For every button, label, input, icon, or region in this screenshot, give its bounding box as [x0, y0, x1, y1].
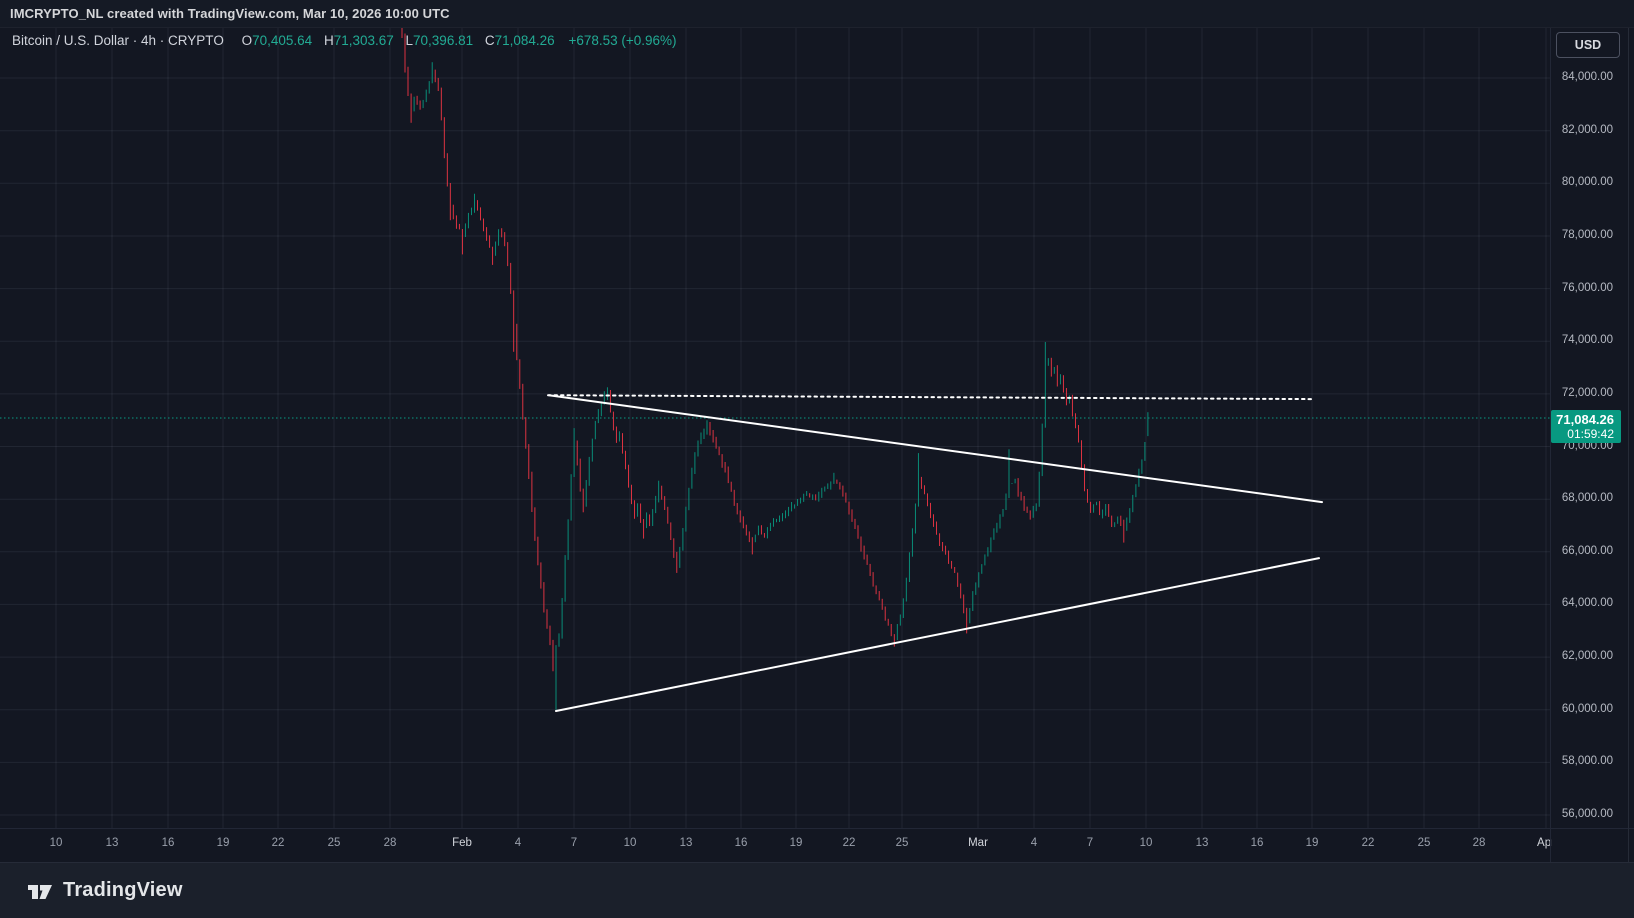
currency-toggle-button[interactable]: USD — [1556, 32, 1620, 58]
last-price-label: 71,084.26 01:59:42 — [1551, 410, 1621, 443]
price-axis-label: 58,000.00 — [1561, 755, 1613, 768]
time-axis-label: 16 — [1250, 837, 1264, 849]
symbol-title[interactable]: Bitcoin / U.S. Dollar · 4h · CRYPTO — [12, 33, 224, 48]
time-axis-label: 19 — [1305, 837, 1319, 849]
time-axis-label: 4 — [514, 837, 522, 849]
last-price-value: 71,084.26 — [1556, 412, 1614, 427]
time-axis-label: 10 — [49, 837, 63, 849]
time-axis[interactable]: 10 13 16 19 22 25 28 Feb 4 7 10 13 16 19 22 25 Mar 4 7 10 13… — [0, 828, 1552, 862]
open-label: O — [241, 33, 253, 48]
price-axis-label: 78,000.00 — [1561, 228, 1613, 241]
price-axis-separator — [1550, 28, 1551, 862]
high-value: 71,303.67 — [333, 33, 394, 48]
time-axis-label: 28 — [383, 837, 397, 849]
footer-bar: TradingView — [0, 862, 1634, 918]
price-axis[interactable]: 84,000.00 82,000.00 80,000.00 78,000.00 76,0… — [1550, 28, 1634, 828]
price-axis-label: 80,000.00 — [1561, 176, 1613, 189]
time-axis-label: 25 — [895, 837, 909, 849]
time-axis-label: 16 — [734, 837, 748, 849]
time-axis-label: 7 — [1086, 837, 1094, 849]
time-axis-label: 13 — [1195, 837, 1209, 849]
time-axis-label: 19 — [216, 837, 230, 849]
time-axis-label: 16 — [161, 837, 175, 849]
price-axis-label: 74,000.00 — [1561, 334, 1613, 347]
time-axis-label: 22 — [842, 837, 856, 849]
grid — [0, 28, 1550, 828]
time-axis-label: 22 — [1361, 837, 1375, 849]
time-axis-label: 22 — [271, 837, 285, 849]
price-axis-label: 76,000.00 — [1561, 281, 1613, 294]
descending-trendline[interactable] — [548, 394, 1323, 504]
close-value: 71,084.26 — [494, 33, 555, 48]
time-axis-label: 19 — [789, 837, 803, 849]
time-axis-separator — [0, 828, 1634, 829]
price-axis-label: 68,000.00 — [1561, 492, 1613, 505]
time-axis-label: Apr — [1537, 837, 1552, 849]
time-axis-label: 4 — [1030, 837, 1038, 849]
price-axis-label: 62,000.00 — [1561, 650, 1613, 663]
watermark-bar: IMCRYPTO_NL created with TradingView.com… — [0, 0, 1634, 28]
close-label: C — [484, 33, 495, 48]
tradingview-logo-text[interactable]: TradingView — [63, 879, 183, 901]
right-edge-line — [1628, 28, 1629, 862]
time-axis-label: Mar — [968, 837, 988, 849]
symbol-header: Bitcoin / U.S. Dollar · 4h · CRYPTO O70,… — [12, 33, 677, 48]
low-value: 70,396.81 — [413, 33, 474, 48]
time-axis-label: 13 — [105, 837, 119, 849]
bar-countdown: 01:59:42 — [1567, 427, 1614, 441]
time-axis-label: 25 — [327, 837, 341, 849]
candlestick-series: 400.9403.9406.9410.1413.1416.1419.1422.1… — [401, 28, 1149, 710]
open-value: 70,405.64 — [252, 33, 313, 48]
price-axis-label: 82,000.00 — [1561, 123, 1613, 136]
high-label: H — [323, 33, 334, 48]
price-axis-label: 84,000.00 — [1561, 71, 1613, 84]
price-axis-label: 60,000.00 — [1561, 702, 1613, 715]
price-axis-label: 66,000.00 — [1561, 544, 1613, 557]
time-axis-label: 25 — [1417, 837, 1431, 849]
price-axis-label: 72,000.00 — [1561, 386, 1613, 399]
low-label: L — [405, 33, 414, 48]
price-axis-label: 56,000.00 — [1561, 808, 1613, 820]
price-axis-label: 64,000.00 — [1561, 597, 1613, 610]
watermark-text: IMCRYPTO_NL created with TradingView.com… — [10, 6, 450, 21]
time-axis-label: 7 — [570, 837, 578, 849]
time-axis-label: 13 — [679, 837, 693, 849]
time-axis-label: Feb — [452, 837, 472, 849]
dotted-resistance-line[interactable] — [547, 394, 1313, 401]
time-axis-label: 28 — [1472, 837, 1486, 849]
time-axis-label: 10 — [623, 837, 637, 849]
tradingview-logo-icon[interactable] — [26, 880, 54, 902]
time-axis-label: 10 — [1139, 837, 1153, 849]
ascending-trendline[interactable] — [555, 557, 1320, 712]
change-value: +678.53 (+0.96%) — [568, 33, 677, 48]
